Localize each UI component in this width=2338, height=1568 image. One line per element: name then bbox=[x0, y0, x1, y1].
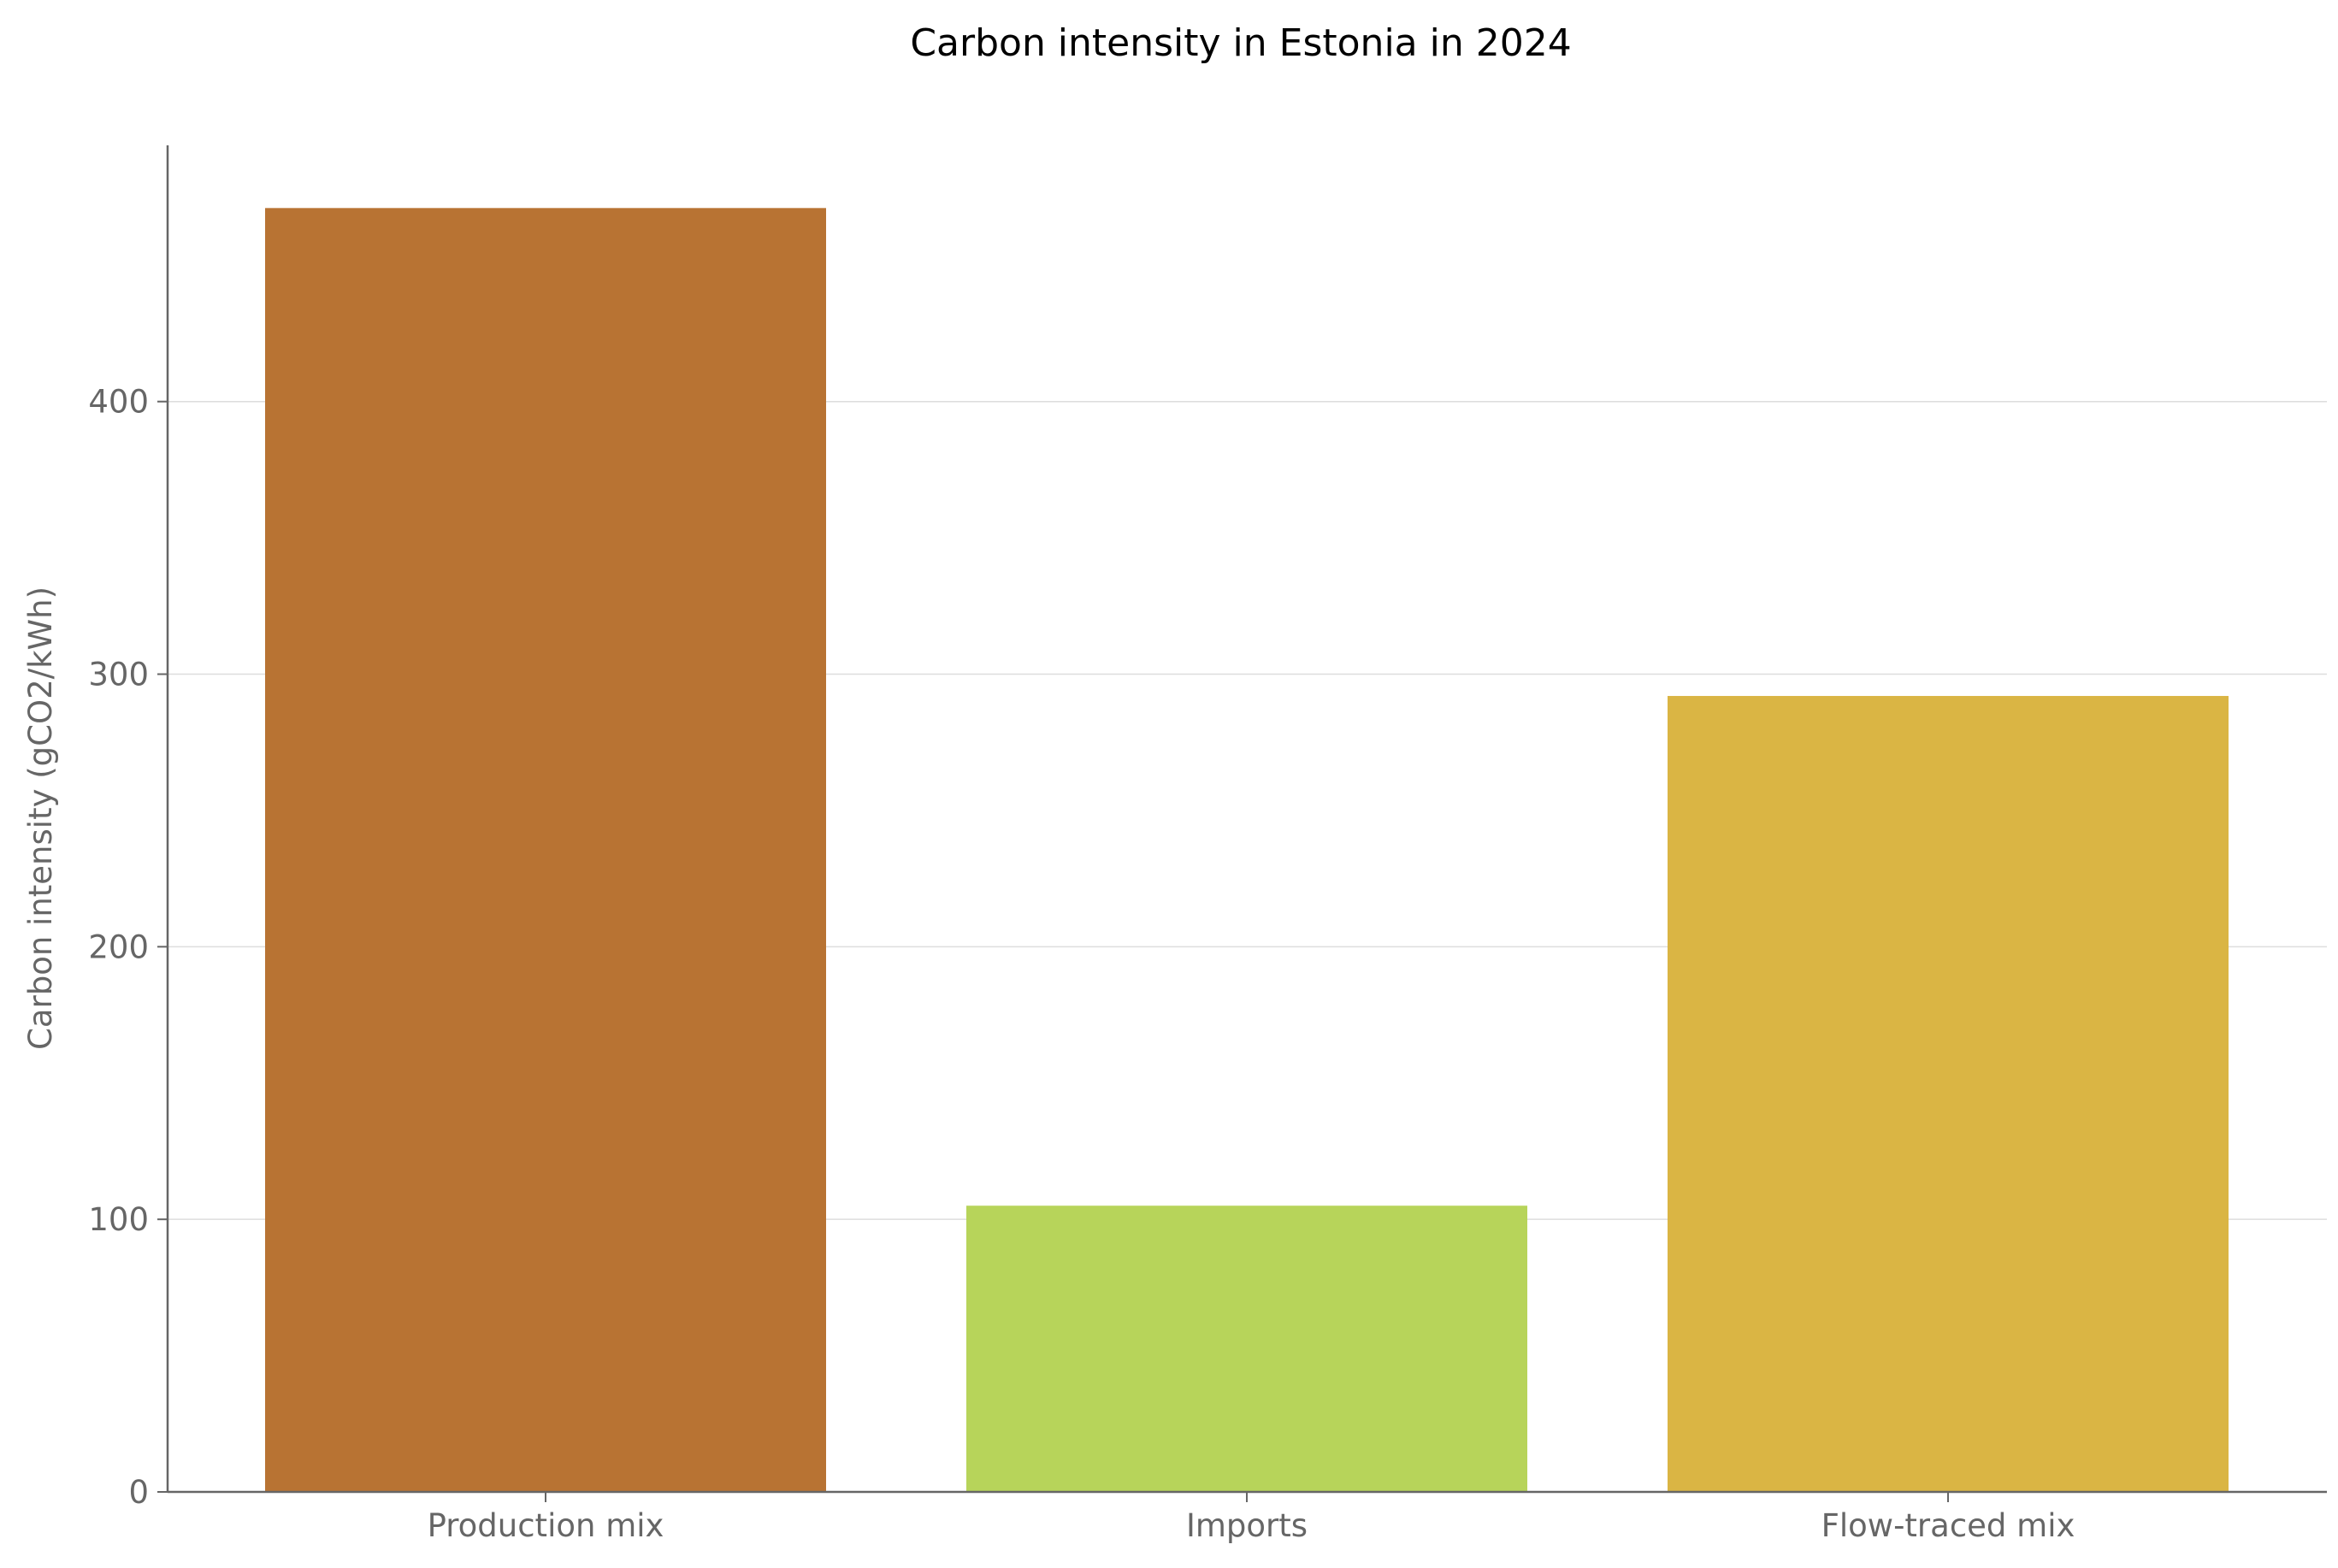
y-tick-label: 300 bbox=[88, 657, 149, 693]
bars bbox=[265, 208, 2229, 1492]
bar-imports bbox=[966, 1205, 1527, 1492]
y-tick-label: 200 bbox=[88, 928, 149, 965]
x-ticks: Production mix Imports Flow-traced mix bbox=[428, 1492, 2075, 1544]
y-ticks: 0 100 200 300 400 bbox=[88, 384, 168, 1511]
y-tick-label: 100 bbox=[88, 1201, 149, 1238]
chart-title: Carbon intensity in Estonia in 2024 bbox=[910, 21, 1571, 65]
y-tick-label: 400 bbox=[88, 384, 149, 421]
bar-production-mix bbox=[265, 208, 826, 1492]
x-tick-label: Production mix bbox=[428, 1507, 664, 1544]
x-tick-label: Flow-traced mix bbox=[1821, 1507, 2075, 1544]
bar-flow-traced-mix bbox=[1668, 696, 2229, 1492]
y-axis-label: Carbon intensity (gCO2/kWh) bbox=[22, 587, 59, 1050]
y-tick-label: 0 bbox=[128, 1474, 149, 1511]
x-tick-label: Imports bbox=[1186, 1507, 1308, 1544]
